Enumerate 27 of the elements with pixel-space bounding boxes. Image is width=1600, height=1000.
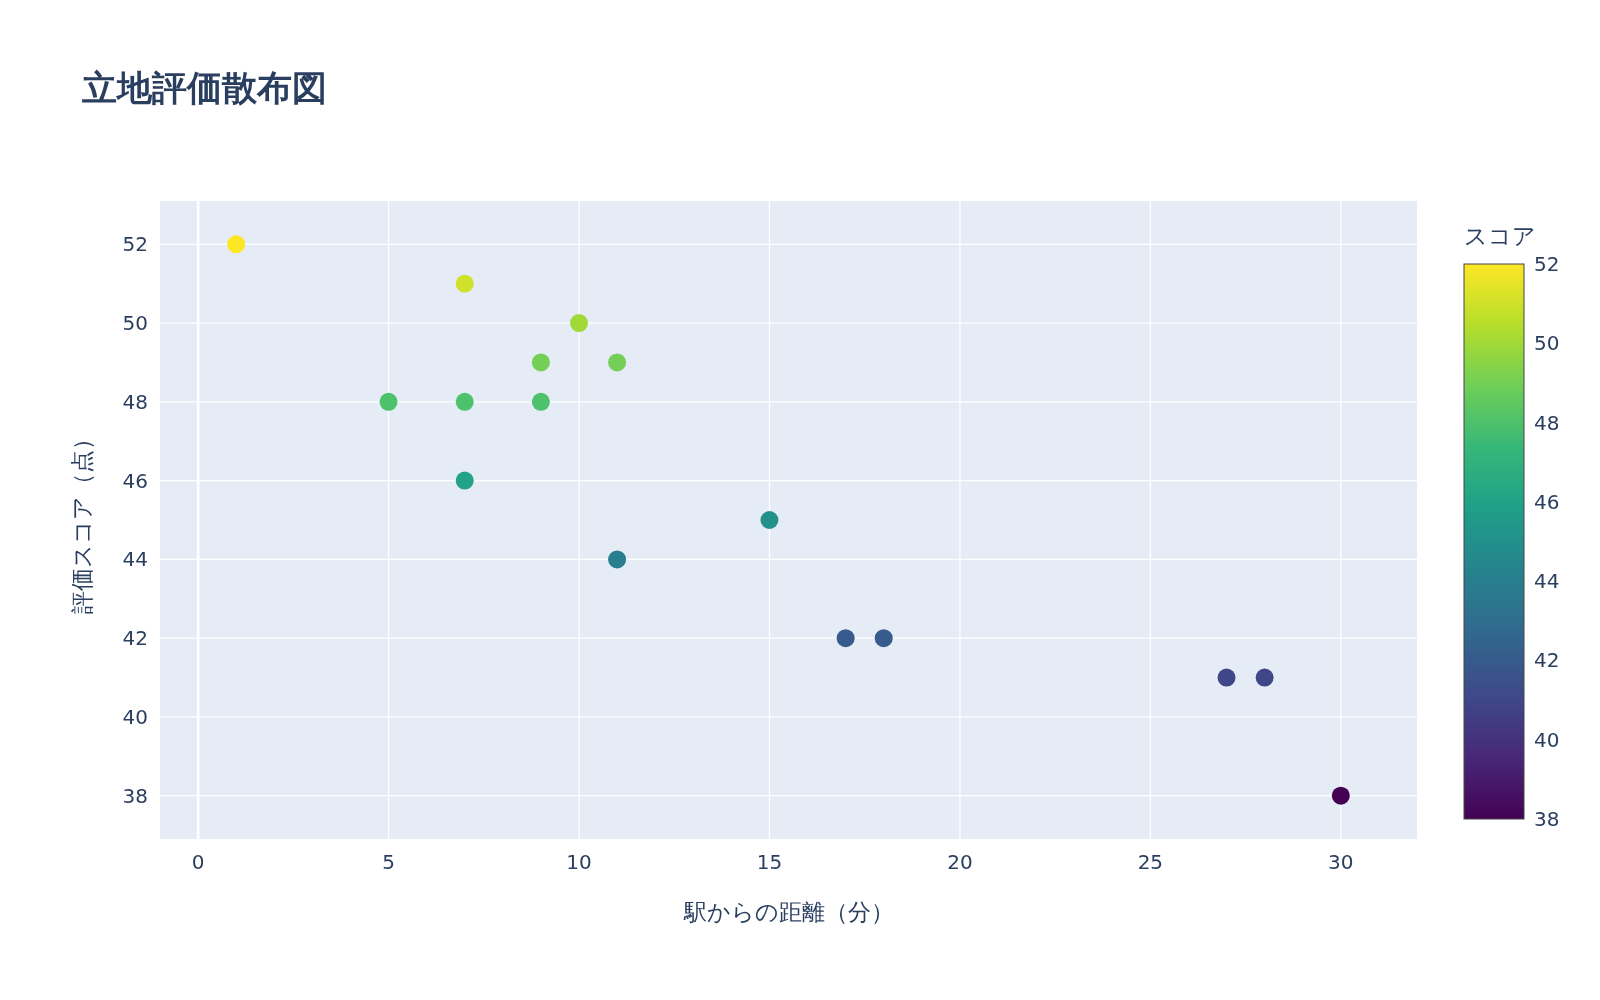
x-tick-label: 10 (566, 850, 592, 874)
y-tick-label: 46 (122, 468, 148, 493)
color-bar-label: 38 (1534, 807, 1560, 831)
chart-title: 立地評価散布図 (81, 68, 327, 108)
x-tick-label: 20 (947, 850, 973, 874)
y-tick-label: 44 (122, 547, 148, 572)
y-tick-label: 38 (122, 783, 148, 808)
y-tick-label: 50 (122, 311, 148, 336)
x-tick-label: 5 (382, 850, 395, 874)
x-tick-label: 25 (1137, 850, 1164, 874)
color-bar-label: 48 (1534, 410, 1560, 435)
color-bar-title: スコア (1464, 223, 1536, 249)
x-tick-label: 0 (191, 850, 205, 874)
color-bar-label: 44 (1534, 569, 1560, 594)
y-tick-label: 52 (122, 232, 148, 257)
color-bar-label: 42 (1534, 648, 1560, 673)
y-axis-title: 評価スコア（点） (69, 426, 95, 614)
color-bar-label: 40 (1534, 727, 1560, 752)
x-tick-label: 15 (756, 850, 783, 874)
y-tick-label: 48 (122, 389, 148, 414)
x-axis-title: 駅からの距離（分） (682, 899, 894, 925)
x-tick-label: 30 (1328, 850, 1354, 874)
color-bar-label: 50 (1534, 331, 1560, 356)
y-tick-label: 40 (122, 704, 148, 729)
color-bar-label: 52 (1534, 252, 1560, 276)
y-tick-label: 42 (122, 626, 148, 651)
color-bar-label: 46 (1534, 489, 1560, 514)
